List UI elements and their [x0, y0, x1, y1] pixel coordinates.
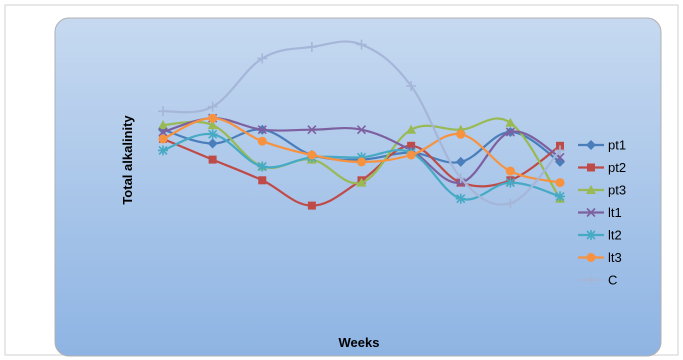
data-point-lt3-6 [406, 150, 416, 160]
data-point-lt1-5 [356, 125, 367, 135]
data-point-lt3-7 [456, 129, 466, 139]
data-point-c-5 [356, 39, 367, 50]
x-axis-label: Weeks [339, 335, 380, 350]
legend-item-pt1: pt1 [578, 138, 626, 153]
series-c [158, 39, 565, 209]
legend-label-lt3: lt3 [608, 250, 622, 265]
data-point-c-8 [505, 198, 516, 209]
data-point-pt3-2 [207, 120, 218, 130]
data-point-lt3-5 [357, 157, 366, 167]
legend-label-lt2: lt2 [608, 228, 622, 243]
legend-label-c: C [608, 273, 617, 288]
data-point-pt2-6 [407, 141, 416, 150]
data-point-c-2 [207, 101, 218, 112]
data-point-lt2-7 [455, 193, 466, 204]
legend-item-pt2: pt2 [578, 160, 626, 175]
legend-marker-lt1 [586, 207, 596, 218]
data-point-lt1-4 [307, 125, 317, 135]
data-point-lt1-3 [257, 125, 267, 135]
legend-item-c: C [578, 273, 617, 288]
legend-marker-pt3 [586, 185, 596, 194]
data-point-pt2-3 [258, 176, 267, 185]
data-point-lt3-9 [555, 178, 565, 188]
legend-marker-pt2 [587, 163, 595, 172]
data-point-c-7 [455, 173, 466, 183]
plot-background [54, 17, 662, 357]
data-point-lt2-8 [505, 177, 516, 188]
data-point-lt3-4 [307, 150, 317, 160]
data-point-pt3-6 [406, 124, 417, 134]
data-point-lt2-3 [257, 161, 268, 172]
legend-label-pt2: pt2 [608, 160, 626, 175]
legend-marker-lt3 [586, 253, 596, 262]
legend: pt1 pt2 pt3 lt1 lt2 lt3 C [578, 138, 626, 288]
legend-marker-lt2 [586, 230, 596, 240]
legend-item-lt1: lt1 [578, 205, 622, 220]
data-point-lt3-3 [257, 136, 267, 146]
data-point-lt2-5 [356, 152, 367, 163]
data-point-lt1-1 [158, 127, 168, 137]
data-point-pt3-8 [505, 117, 516, 127]
data-point-lt2-1 [158, 145, 168, 156]
legend-item-lt2: lt2 [578, 228, 622, 243]
legend-item-pt3: pt3 [578, 183, 626, 198]
data-point-lt3-1 [158, 134, 168, 144]
legend-item-lt3: lt3 [578, 250, 622, 265]
data-point-lt2-2 [207, 129, 218, 140]
data-point-lt3-2 [208, 113, 218, 123]
series-lt3 [158, 113, 565, 188]
data-point-c-9 [555, 145, 565, 156]
data-point-pt1-2 [207, 138, 218, 149]
series-layer [158, 39, 565, 210]
data-point-c-1 [158, 106, 168, 117]
data-point-c-4 [306, 41, 317, 52]
legend-label-lt1: lt1 [608, 205, 622, 220]
data-point-c-3 [257, 53, 268, 64]
data-point-pt2-4 [307, 201, 316, 210]
data-point-c-6 [406, 81, 417, 91]
legend-marker-pt1 [586, 140, 596, 150]
data-point-pt3-1 [158, 120, 168, 130]
legend-label-pt3: pt3 [608, 183, 626, 198]
y-axis-label: Total alkalinity [120, 115, 135, 205]
series-line-lt1 [162, 117, 561, 184]
data-point-pt2-2 [208, 155, 217, 164]
series-line-c [162, 40, 561, 206]
data-point-pt1-7 [455, 156, 466, 167]
legend-marker-c [586, 275, 596, 285]
data-point-lt1-8 [505, 127, 515, 137]
data-point-lt2-9 [555, 191, 565, 202]
data-point-lt3-8 [505, 166, 515, 176]
data-point-pt3-5 [356, 177, 367, 187]
legend-label-pt1: pt1 [608, 138, 626, 153]
